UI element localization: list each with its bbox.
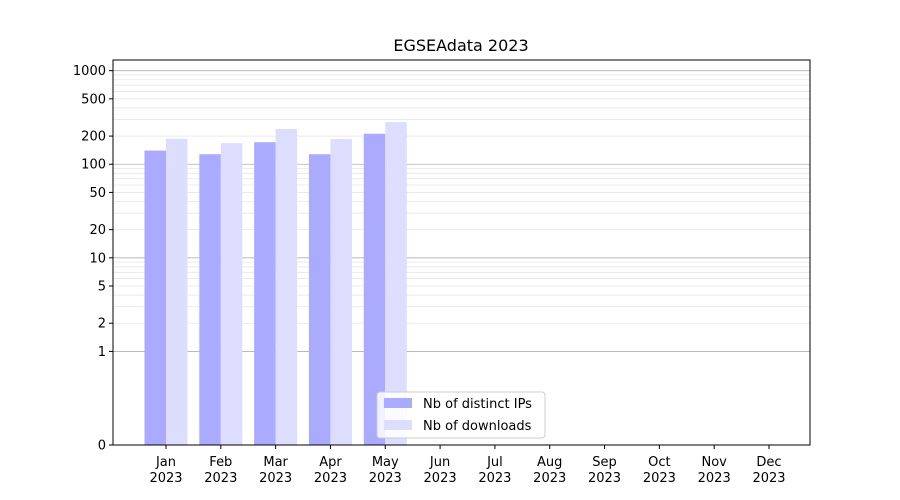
x-tick-label-year: 2023 <box>259 471 292 486</box>
x-tick-label-year: 2023 <box>643 471 676 486</box>
x-tick-label-year: 2023 <box>588 471 621 486</box>
y-tick-label: 20 <box>89 223 106 238</box>
x-tick-label-year: 2023 <box>149 471 182 486</box>
y-tick-label: 10 <box>89 251 106 266</box>
y-tick-label: 50 <box>89 186 106 201</box>
y-tick-label: 200 <box>81 130 106 145</box>
y-tick-label: 0 <box>98 439 106 454</box>
x-tick-label-year: 2023 <box>369 471 402 486</box>
x-tick-label-year: 2023 <box>314 471 347 486</box>
x-tick-label: Apr <box>319 455 342 470</box>
x-tick-label-year: 2023 <box>533 471 566 486</box>
y-tick-label: 1000 <box>73 64 106 79</box>
bar-downloads <box>166 138 188 445</box>
x-tick-label-year: 2023 <box>424 471 457 486</box>
x-tick-label-year: 2023 <box>478 471 511 486</box>
bar-ips <box>308 154 331 446</box>
y-axis: 0 1 2 5 10 20 50 100 200 500 1000 <box>73 64 113 454</box>
legend-box <box>376 391 546 439</box>
x-tick-label: Feb <box>209 455 232 470</box>
y-tick-label: 5 <box>98 280 106 295</box>
bar-downloads <box>330 139 352 445</box>
chart-title: EGSEAdata 2023 <box>393 36 528 55</box>
bar-ips <box>254 142 276 445</box>
y-tick-label: 2 <box>98 317 106 332</box>
x-tick-label: Aug <box>537 455 562 470</box>
legend: Nb of distinct IPs Nb of downloads <box>376 391 546 439</box>
x-tick-label: Oct <box>648 455 670 470</box>
bar-downloads <box>220 143 243 445</box>
x-tick-label: Nov <box>701 455 727 470</box>
x-tick-label: Jul <box>486 455 503 470</box>
x-tick-label-year: 2023 <box>698 471 731 486</box>
x-tick-label: Dec <box>756 455 781 470</box>
y-tick-label: 100 <box>81 158 106 173</box>
bar-ips <box>363 133 386 446</box>
x-tick-label: May <box>372 455 399 470</box>
legend-label-downloads: Nb of downloads <box>423 419 532 434</box>
legend-swatch-downloads <box>384 420 412 430</box>
x-tick-label-year: 2023 <box>204 471 237 486</box>
x-axis: Jan2023Feb2023Mar2023Apr2023May2023Jun20… <box>149 445 786 486</box>
y-tick-label: 1 <box>98 345 106 360</box>
bars <box>144 122 407 446</box>
bar-downloads <box>385 122 407 446</box>
bar-ips <box>144 150 166 445</box>
x-tick-label: Mar <box>263 455 288 470</box>
x-tick-label: Sep <box>592 455 617 470</box>
bar-downloads <box>275 129 298 445</box>
x-tick-label-year: 2023 <box>752 471 785 486</box>
plot-frame <box>112 59 811 446</box>
legend-label-ips: Nb of distinct IPs <box>423 397 532 412</box>
x-tick-label: Jan <box>155 455 176 470</box>
legend-swatch-ips <box>384 398 412 408</box>
bar-ips <box>199 154 221 446</box>
x-tick-label: Jun <box>429 455 450 470</box>
y-tick-label: 500 <box>81 92 106 107</box>
